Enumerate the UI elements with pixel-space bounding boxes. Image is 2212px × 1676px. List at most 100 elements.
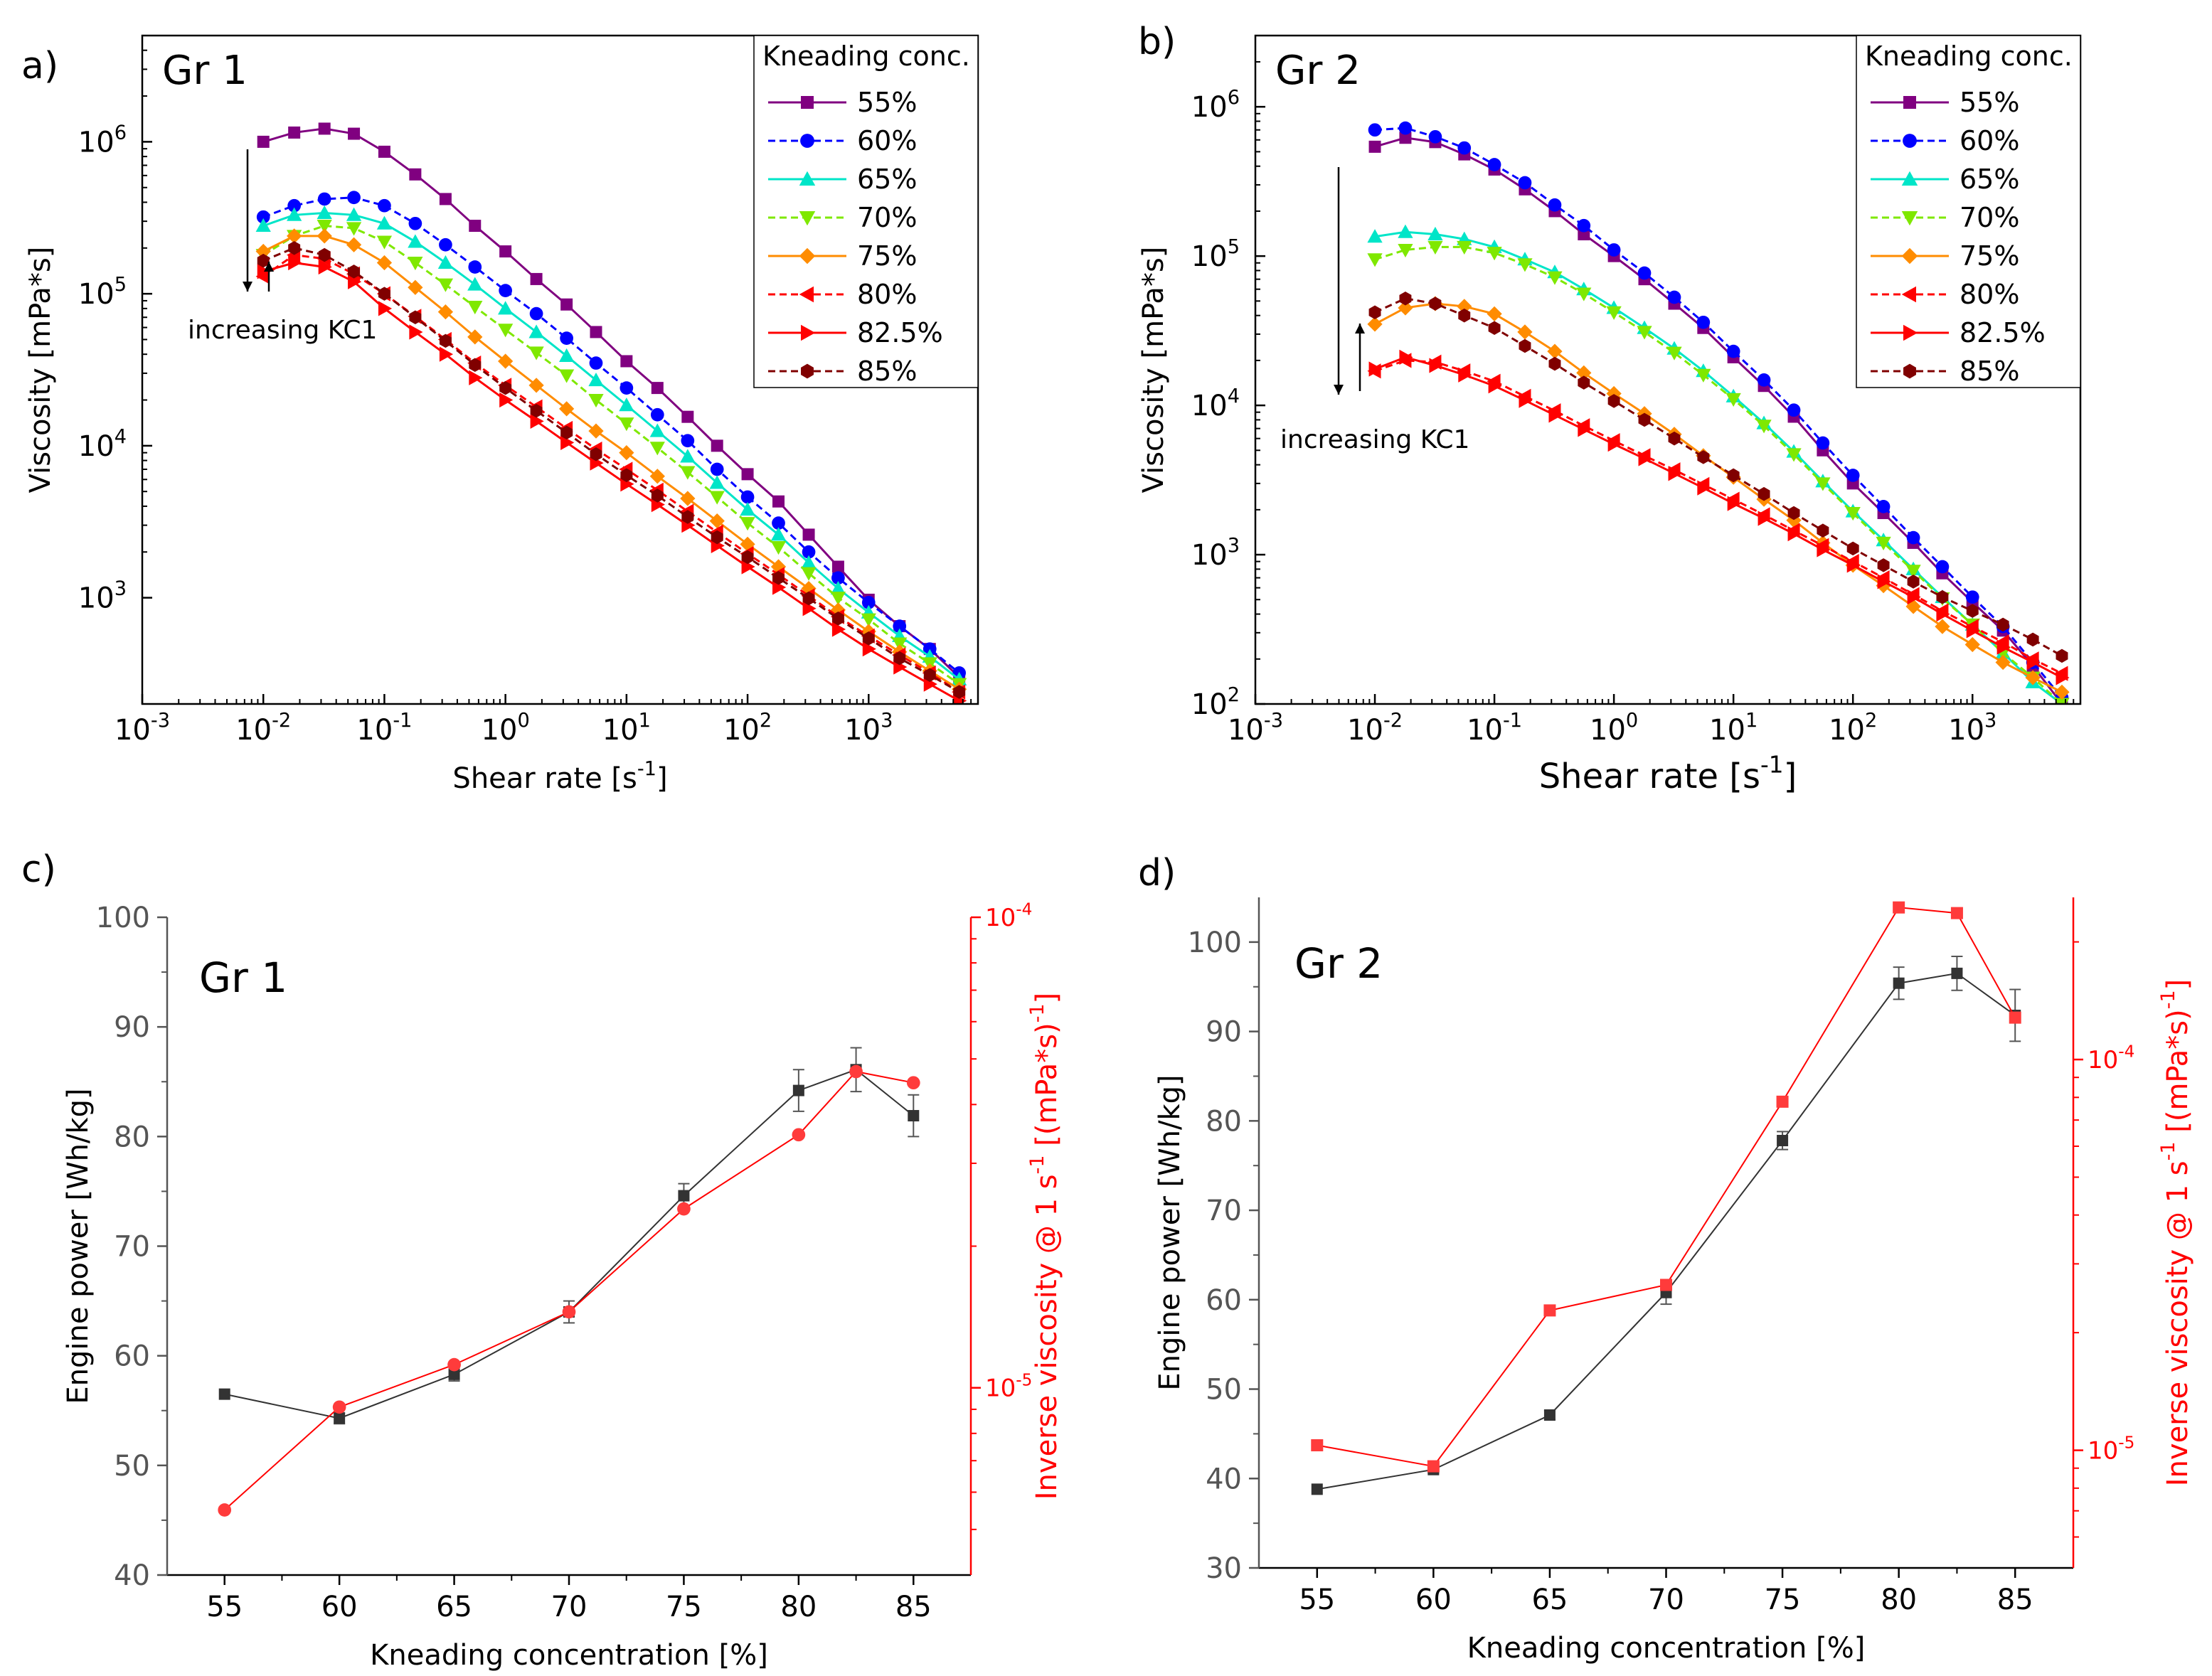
point-85%-23 <box>2056 648 2068 663</box>
point-65%-15 <box>709 475 725 489</box>
series-line-70% <box>1374 245 2063 704</box>
y2-tick-label: 10-5 <box>2088 1434 2134 1465</box>
y2-tick-label-base: 10 <box>985 1375 1016 1403</box>
x-axis-label: Shear rate [s-1] <box>1539 751 1797 796</box>
arrow-down-head <box>1334 385 1344 395</box>
point-70%-2 <box>1427 240 1443 255</box>
point-65%-13 <box>649 423 665 437</box>
point-75%-12 <box>619 445 634 461</box>
point-82.5%-19 <box>1936 606 1950 622</box>
y-tick-label-base: 10 <box>1191 688 1228 721</box>
point-75%-6 <box>437 304 454 320</box>
point-60%-0 <box>256 210 270 224</box>
x-tick-label: 10-1 <box>356 710 412 747</box>
point-65%-1 <box>287 207 302 221</box>
y-axis-label: Engine power [Wh/kg] <box>1154 1074 1186 1390</box>
point-82.5%-8 <box>499 392 514 408</box>
y-tick-label-base: 10 <box>78 582 115 615</box>
legend-marker-65% <box>1901 171 1918 186</box>
y-tick-label: 105 <box>1191 236 1240 273</box>
point-75%-11 <box>588 423 604 439</box>
point-70%-14 <box>1786 448 1802 462</box>
point-75%-8 <box>498 353 514 369</box>
point-85%-18 <box>1907 575 1920 589</box>
point-85%-7 <box>469 358 482 373</box>
point-70%-8 <box>498 324 514 338</box>
point-85%-14 <box>1787 506 1800 521</box>
point-75%-13 <box>649 469 665 484</box>
point-85%-16 <box>741 550 754 565</box>
point-85%-1 <box>1399 291 1412 306</box>
panel-c: c)55 60 65 70 75 80 8540506070809010010-510-4K… <box>21 848 1063 1672</box>
point-65%-19 <box>830 581 846 595</box>
point-70%-3 <box>346 222 362 236</box>
y-tick-label-exp: 3 <box>1228 535 1240 557</box>
legend-title: Kneading conc. <box>762 41 970 72</box>
point-82.5%-9 <box>1638 451 1652 466</box>
point-70%-19 <box>830 592 846 606</box>
panel-tag: Gr 2 <box>1294 939 1383 988</box>
y2-axis-label-end: ] <box>1031 993 1063 1004</box>
x-tick-label: 60 <box>1415 1584 1452 1616</box>
y2-axis-label-sup2: -1 <box>1026 1003 1048 1023</box>
x-tick-label-base: 10 <box>1948 714 1984 747</box>
point-70%-13 <box>1756 420 1772 434</box>
point-60%-6 <box>439 237 452 252</box>
point-82.5%-20 <box>862 641 876 657</box>
point-70%-4 <box>1487 247 1502 261</box>
point-60%-21 <box>893 619 907 633</box>
point-Engine power-2 <box>448 1368 460 1380</box>
point-55%-7 <box>469 220 482 233</box>
point-55%-11 <box>590 326 602 338</box>
legend-marker-65% <box>799 171 816 186</box>
point-60%-12 <box>1726 344 1740 358</box>
annotation-text: increasing KC1 <box>1280 425 1469 454</box>
point-60%-7 <box>468 260 482 274</box>
point-82.5%-16 <box>1846 557 1861 573</box>
legend-box <box>1856 35 2081 388</box>
point-85%-18 <box>802 591 815 606</box>
point-55%-18 <box>802 528 815 541</box>
point-55%-12 <box>620 355 633 368</box>
point-55%-15 <box>711 439 723 452</box>
x-tick-label: 75 <box>666 1591 702 1623</box>
x-tick-label-exp: 1 <box>639 710 651 732</box>
point-75%-1 <box>287 228 302 244</box>
point-60%-19 <box>1935 560 1950 574</box>
point-82.5%-10 <box>560 434 575 450</box>
panel-tag: Gr 1 <box>162 48 248 94</box>
legend-label-70%: 70% <box>1960 202 2019 233</box>
y2-tick-label-exp: -4 <box>2118 1043 2134 1062</box>
legend-marker-82.5% <box>801 324 816 341</box>
point-55%-16 <box>741 468 754 481</box>
point-85%-3 <box>348 265 361 279</box>
point-85%-13 <box>651 489 664 503</box>
point-60%-18 <box>802 545 816 559</box>
point-Engine power-4 <box>678 1190 690 1202</box>
panel-tag: Gr 1 <box>199 954 287 1002</box>
point-85%-10 <box>560 425 573 440</box>
point-65%-5 <box>408 234 423 248</box>
point-60%-9 <box>529 306 543 321</box>
point-65%-2 <box>317 205 332 220</box>
x-axis-label-end: ] <box>656 762 668 795</box>
point-82.5%-2 <box>318 259 332 275</box>
point-60%-15 <box>1816 436 1830 450</box>
point-75%-5 <box>1517 324 1533 340</box>
legend-marker-55% <box>801 96 814 109</box>
point-Engine power-1 <box>334 1412 346 1424</box>
y2-tick-label-exp: -5 <box>2118 1434 2134 1452</box>
point-82.5%-1 <box>288 255 302 271</box>
y-tick-label-base: 10 <box>1191 91 1228 124</box>
point-70%-11 <box>1696 368 1711 383</box>
x-axis-label-sup: -1 <box>1760 751 1784 778</box>
point-82.5%-19 <box>831 621 846 637</box>
point-82.5%-9 <box>530 413 544 429</box>
y-tick-label-exp: 4 <box>1228 385 1240 407</box>
x-tick-label: 85 <box>895 1591 932 1623</box>
point-60%-12 <box>620 381 634 395</box>
point-85%-20 <box>1966 604 1979 618</box>
y-tick-label-exp: 6 <box>1228 87 1240 109</box>
point-75%-9 <box>528 378 544 393</box>
